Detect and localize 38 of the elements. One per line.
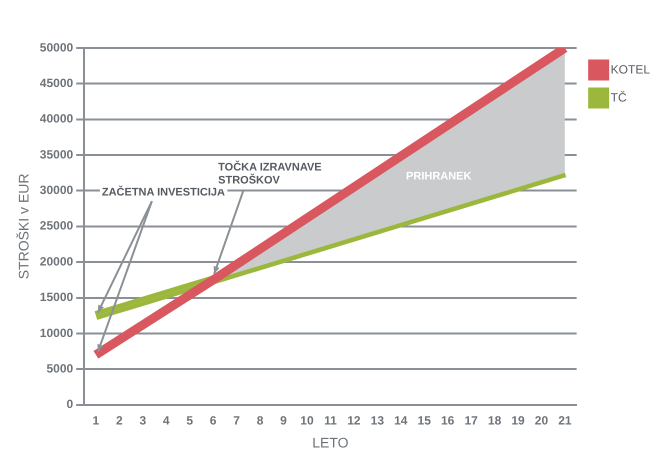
x-tick-label: 5 [186, 413, 194, 428]
x-tick-label: 18 [488, 413, 502, 428]
x-tick-label: 14 [394, 413, 408, 428]
x-tick-label: 1 [92, 413, 100, 428]
y-tick-label: 0 [66, 397, 74, 412]
x-tick-label: 4 [162, 413, 170, 428]
x-tick-label: 2 [116, 413, 124, 428]
x-tick-label: 10 [300, 413, 314, 428]
x-tick-label: 8 [256, 413, 264, 428]
x-axis-title: LETO [312, 434, 349, 450]
x-tick-label: 13 [370, 413, 384, 428]
y-tick-label: 20000 [40, 254, 74, 268]
y-tick-label: 45000 [40, 76, 74, 90]
x-tick-label: 16 [440, 413, 455, 428]
x-tick-label: 6 [210, 413, 217, 428]
x-tick-label: 7 [233, 413, 240, 428]
x-tick-label: 15 [418, 413, 432, 428]
y-tick-label: 40000 [40, 112, 74, 126]
x-tick-label: 9 [280, 413, 288, 428]
annotation: TOČKA IZRAVNAVE STROŠKOV [218, 160, 322, 187]
y-tick-label: 25000 [40, 218, 74, 233]
y-tick-label: 50000 [40, 40, 74, 54]
y-tick-label: 35000 [40, 147, 74, 162]
x-tick-label: 20 [534, 413, 548, 428]
legend-label: KOTEL [610, 62, 650, 76]
x-tick-label: 21 [558, 413, 572, 428]
annotation: ZAČETNA INVESTICIJA [102, 186, 225, 199]
x-tick-label: 19 [511, 413, 526, 428]
x-tick-label: 17 [464, 413, 478, 428]
legend-label: TČ [610, 90, 627, 104]
y-tick-label: 15000 [40, 290, 74, 304]
x-tick-label: 3 [139, 413, 146, 428]
x-tick-label: 12 [347, 413, 361, 428]
y-axis-title: STROŠKI v EUR [15, 174, 32, 280]
y-tick-label: 5000 [46, 361, 74, 376]
x-tick-label: 11 [324, 413, 338, 428]
y-tick-label: 10000 [40, 326, 74, 340]
y-tick-label: 30000 [40, 183, 74, 198]
